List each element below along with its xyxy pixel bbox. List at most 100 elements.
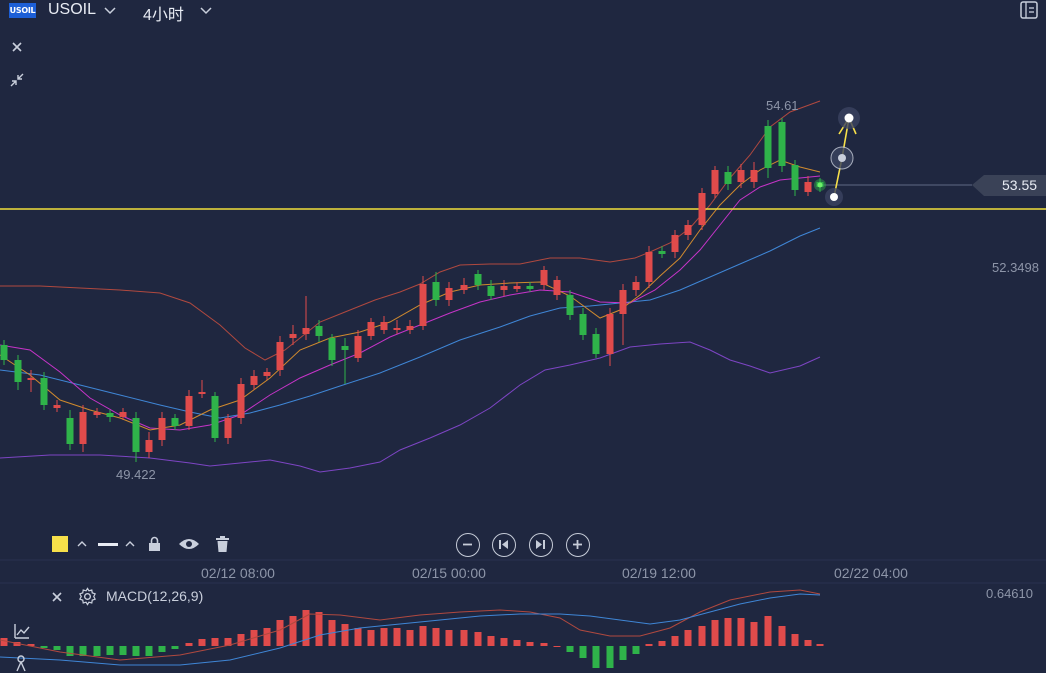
line-style-selector[interactable] [98, 543, 118, 546]
macd-bar [13, 642, 21, 646]
macd-bar [250, 630, 258, 646]
candle-body [684, 225, 692, 235]
candle-body [119, 412, 127, 417]
layout-icon[interactable] [1018, 0, 1040, 20]
macd-bar [341, 624, 349, 646]
macd-bar [328, 620, 336, 646]
zoom-out-button[interactable] [456, 533, 480, 557]
collapse-icon[interactable] [9, 72, 25, 88]
candle-body [93, 412, 101, 415]
candle-body [592, 334, 600, 354]
macd-bar [764, 616, 772, 646]
macd-bar [393, 628, 401, 646]
macd-bar [724, 618, 732, 646]
macd-bar [79, 646, 87, 656]
close-icon[interactable] [49, 589, 65, 605]
candle-body [606, 314, 614, 354]
candle-body [816, 182, 824, 187]
chevron-down-icon[interactable] [199, 3, 213, 17]
macd-bar [315, 612, 323, 646]
candle-body [106, 413, 114, 417]
zoom-in-icon [573, 540, 582, 549]
macd-bar [302, 610, 310, 646]
step-back-button[interactable] [492, 533, 516, 557]
candle-body [27, 378, 35, 380]
macd-bar [119, 646, 127, 655]
macd-bar [66, 646, 74, 656]
time-axis-label: 02/22 04:00 [834, 565, 908, 581]
macd-bar [93, 646, 101, 656]
candle-body [804, 182, 812, 192]
candle-body [211, 396, 219, 438]
candle-body [540, 270, 548, 285]
candle-body [66, 418, 74, 444]
lock-icon[interactable] [147, 536, 162, 552]
macd-bar [684, 630, 692, 646]
live-price-dot [814, 179, 826, 191]
macd-bar [158, 646, 166, 652]
candle-body [171, 418, 179, 426]
candle-body [764, 126, 772, 168]
macd-bar [0, 638, 8, 646]
macd-bar [419, 626, 427, 646]
bollinger-upper-line [0, 100, 821, 361]
candle-body [750, 170, 758, 182]
drawing-tool-icon[interactable] [13, 655, 29, 673]
macd-bar [791, 634, 799, 646]
candle-body [566, 295, 574, 315]
macd-bar [579, 646, 587, 658]
candle-body [145, 440, 153, 452]
high-annotation: 54.61 [766, 98, 799, 113]
indicator-title: MACD(12,26,9) [106, 588, 204, 604]
macd-bar [645, 644, 653, 646]
macd-bar [750, 622, 758, 646]
candle-body [14, 360, 22, 382]
chevron-up-icon[interactable] [124, 538, 136, 550]
macd-bar [367, 630, 375, 646]
macd-bar [27, 644, 35, 646]
macd-bar [606, 646, 614, 668]
zoom-in-button[interactable] [566, 533, 590, 557]
macd-bar [540, 643, 548, 646]
color-swatch[interactable] [52, 536, 68, 552]
trash-icon[interactable] [215, 536, 230, 552]
candle-body [474, 274, 482, 285]
header-bar: USOIL USOIL 4小时 [0, 0, 1046, 24]
symbol-logo: USOIL [9, 3, 36, 18]
macd-bar [263, 628, 271, 646]
settings-icon[interactable] [78, 587, 97, 606]
candle-body [276, 342, 284, 370]
candle-body [460, 285, 468, 290]
eye-icon[interactable] [178, 537, 200, 551]
macd-bar [619, 646, 627, 660]
macd-bar [658, 641, 666, 646]
chevron-down-icon[interactable] [103, 3, 117, 17]
macd-bar [526, 642, 534, 646]
macd-histogram [0, 610, 824, 668]
symbol-selector[interactable]: USOIL [48, 1, 97, 18]
interval-selector[interactable]: 4小时 [143, 7, 184, 24]
macd-bar [145, 646, 153, 656]
macd-bar [698, 626, 706, 646]
candle-body [79, 412, 87, 444]
candle-body [302, 328, 310, 334]
zoom-out-icon [463, 543, 472, 546]
macd-bar [513, 640, 521, 646]
macd-bar [185, 643, 193, 646]
macd-bar [132, 646, 140, 656]
candle-body [778, 122, 786, 166]
close-icon[interactable] [9, 39, 25, 55]
candle-body [0, 345, 8, 360]
step-forward-icon [536, 540, 545, 549]
candle-body [445, 288, 453, 300]
candle-body [645, 252, 653, 282]
macd-bar [737, 618, 745, 646]
chart-tool-icon[interactable] [13, 622, 31, 640]
candle-body [791, 165, 799, 190]
candle-body [698, 193, 706, 225]
macd-bar [592, 646, 600, 668]
chevron-up-icon[interactable] [76, 538, 88, 550]
macd-bar [106, 646, 114, 655]
step-forward-button[interactable] [529, 533, 553, 557]
